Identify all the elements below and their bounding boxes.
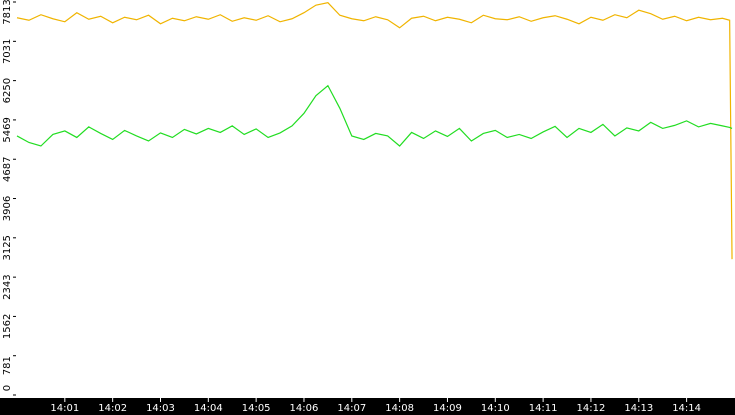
x-tick-label: 14:01 (50, 403, 79, 414)
y-tick-label: 1562 (2, 314, 13, 339)
y-tick-label: 3125 (2, 235, 13, 260)
y-tick-label: 7813 (2, 0, 13, 25)
x-tick-label: 14:09 (433, 403, 462, 414)
y-tick-label: 3906 (2, 196, 13, 221)
x-tick-label: 14:04 (194, 403, 223, 414)
y-tick-label: 7031 (2, 39, 13, 64)
y-tick-label: 2343 (2, 274, 13, 299)
y-tick-label: 6250 (2, 78, 13, 103)
y-tick-label: 0 (2, 385, 13, 391)
x-tick-label: 14:02 (98, 403, 127, 414)
x-axis-band (0, 398, 735, 415)
y-tick-label: 4687 (2, 157, 13, 182)
x-tick-label: 14:13 (624, 403, 653, 414)
x-tick-label: 14:12 (577, 403, 606, 414)
x-tick-label: 14:11 (529, 403, 558, 414)
y-tick-label: 781 (2, 356, 13, 375)
x-tick-label: 14:08 (385, 403, 414, 414)
x-tick-label: 14:06 (290, 403, 319, 414)
x-tick-label: 14:05 (242, 403, 271, 414)
y-tick-label: 5469 (2, 117, 13, 142)
x-tick-label: 14:03 (146, 403, 175, 414)
data-line (16, 1, 733, 260)
data-line (16, 84, 733, 147)
x-tick-label: 14:14 (672, 403, 701, 414)
x-tick-label: 14:07 (337, 403, 366, 414)
x-tick-label: 14:10 (481, 403, 510, 414)
